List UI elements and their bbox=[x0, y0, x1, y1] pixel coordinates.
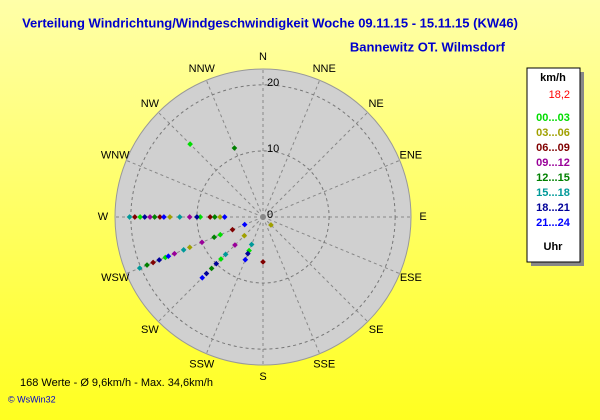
direction-label: SW bbox=[141, 324, 159, 336]
data-point bbox=[197, 214, 204, 220]
data-point bbox=[207, 214, 213, 220]
spoke bbox=[205, 216, 264, 354]
data-point bbox=[171, 250, 178, 257]
legend-label: 09...12 bbox=[536, 157, 570, 169]
data-point bbox=[222, 251, 229, 258]
data-point bbox=[203, 270, 210, 277]
data-point bbox=[213, 260, 220, 267]
data-point bbox=[229, 226, 236, 233]
data-point bbox=[194, 214, 200, 220]
copyright: © WsWin32 bbox=[8, 394, 56, 404]
legend-current: 18,2 bbox=[549, 89, 570, 101]
data-point bbox=[180, 247, 187, 253]
data-point bbox=[137, 214, 143, 220]
legend-label: 15...18 bbox=[536, 187, 570, 199]
data-point bbox=[186, 214, 193, 220]
data-point bbox=[141, 214, 148, 220]
spoke bbox=[157, 111, 264, 218]
direction-label: SE bbox=[369, 324, 384, 336]
legend-box bbox=[526, 67, 581, 263]
data-point bbox=[211, 234, 217, 241]
legend-label: 21...24 bbox=[536, 217, 571, 229]
r-tick-label: 20 bbox=[267, 77, 279, 89]
data-point bbox=[211, 214, 218, 220]
data-point bbox=[136, 265, 143, 271]
data-point bbox=[268, 222, 274, 228]
direction-label: NW bbox=[141, 98, 160, 110]
data-point bbox=[242, 256, 249, 263]
direction-label: WSW bbox=[101, 272, 130, 284]
data-point bbox=[165, 253, 172, 260]
legend-label: 12...15 bbox=[536, 172, 570, 184]
data-point bbox=[260, 259, 266, 265]
data-point bbox=[131, 214, 138, 220]
r-tick-label: 10 bbox=[267, 143, 279, 155]
data-point bbox=[248, 241, 255, 248]
data-point bbox=[161, 214, 167, 220]
data-point bbox=[221, 214, 228, 220]
data-point bbox=[167, 214, 173, 220]
direction-label: ESE bbox=[400, 272, 422, 284]
legend-label: 03...06 bbox=[536, 127, 570, 139]
spoke bbox=[126, 159, 264, 218]
data-point bbox=[245, 250, 251, 257]
data-point bbox=[187, 141, 193, 147]
data-point bbox=[151, 214, 158, 220]
data-point bbox=[144, 262, 150, 268]
data-point bbox=[241, 221, 248, 228]
direction-label: SSW bbox=[189, 359, 215, 371]
data-point bbox=[208, 265, 215, 272]
direction-label: NNW bbox=[189, 63, 216, 75]
direction-label: ENE bbox=[400, 150, 423, 162]
direction-label: SSE bbox=[313, 359, 335, 371]
data-point bbox=[176, 214, 183, 220]
data-point bbox=[199, 274, 206, 281]
data-point bbox=[217, 231, 224, 238]
legend-label: 18...21 bbox=[536, 202, 570, 214]
data-point bbox=[218, 256, 224, 262]
legend-label: 06...09 bbox=[536, 142, 570, 154]
chart-title: Verteilung Windrichtung/Windgeschwindigk… bbox=[22, 15, 518, 30]
data-point bbox=[217, 214, 223, 220]
direction-label: NNE bbox=[313, 63, 336, 75]
data-point bbox=[150, 259, 156, 266]
chart-subtitle: Bannewitz OT. Wilmsdorf bbox=[350, 39, 506, 54]
direction-label: S bbox=[259, 371, 266, 383]
footer-stats: 168 Werte - Ø 9,6km/h - Max. 34,6km/h bbox=[20, 377, 213, 389]
spoke bbox=[126, 216, 264, 275]
direction-label: N bbox=[259, 51, 267, 63]
r-tick-label: 0 bbox=[267, 209, 273, 221]
data-point bbox=[157, 214, 163, 220]
data-point bbox=[199, 239, 205, 246]
direction-label: NE bbox=[368, 98, 383, 110]
data-point bbox=[232, 242, 238, 248]
spoke bbox=[262, 80, 321, 218]
direction-label: E bbox=[419, 211, 426, 223]
data-point bbox=[156, 257, 163, 263]
spoke bbox=[262, 216, 400, 275]
spoke bbox=[262, 111, 369, 218]
spoke bbox=[262, 159, 400, 218]
spoke bbox=[262, 216, 369, 323]
grid-ring bbox=[196, 150, 330, 284]
legend-footer: Uhr bbox=[544, 241, 564, 253]
data-point bbox=[241, 232, 248, 239]
direction-label: WNW bbox=[101, 150, 130, 162]
data-point bbox=[147, 214, 153, 220]
data-point bbox=[126, 214, 133, 220]
legend-label: 00...03 bbox=[536, 112, 570, 124]
legend-title: km/h bbox=[540, 72, 566, 84]
data-point bbox=[231, 145, 238, 151]
data-point bbox=[186, 244, 193, 251]
spoke bbox=[262, 216, 321, 354]
direction-label: W bbox=[98, 211, 109, 223]
